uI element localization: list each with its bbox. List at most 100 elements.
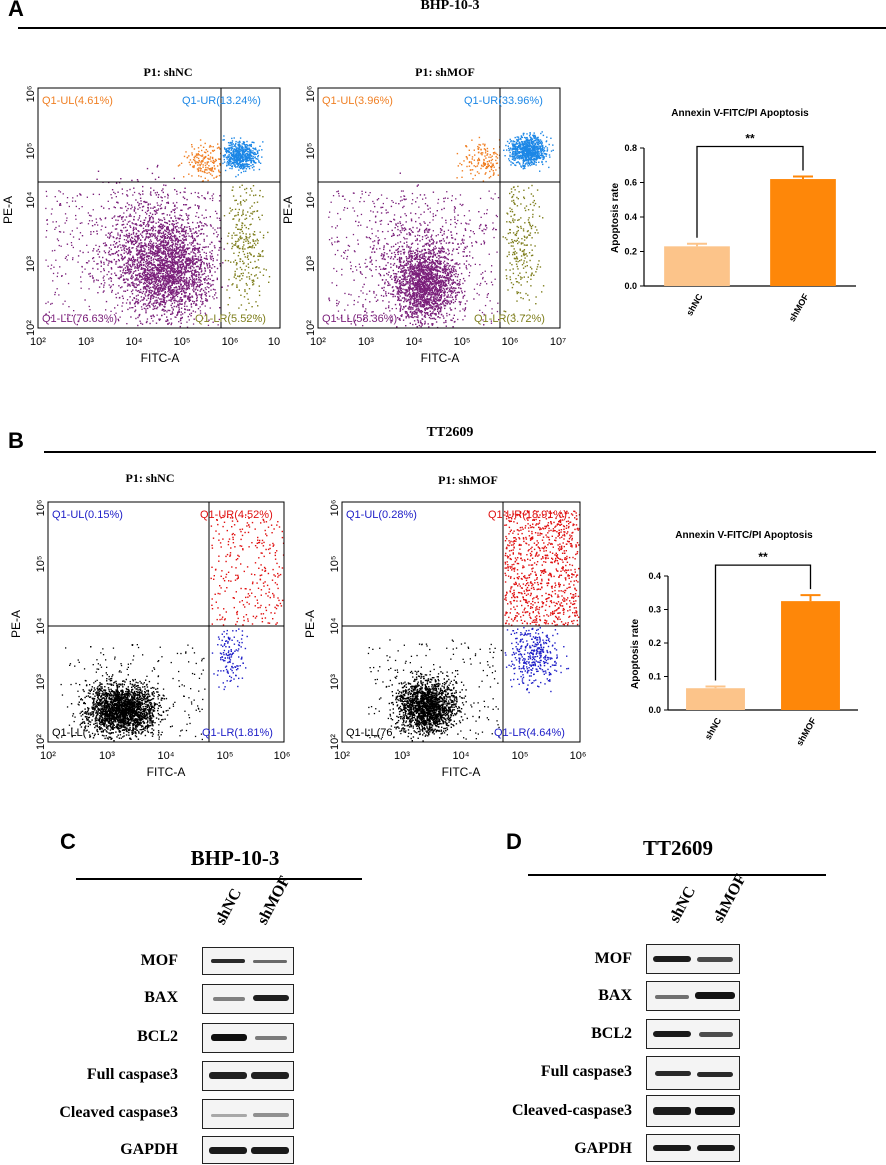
blot-band [653,1031,691,1037]
y-tick-label: 0.2 [624,247,637,257]
flow-a1-ytick: 10³ [25,256,37,272]
flow-b2-ytick: 10² [329,734,341,750]
flow-b2-xtick: 10² [334,750,350,762]
y-tick-label: 0.2 [648,638,661,648]
flow-a2-lr: Q1-LR(3.72%) [474,313,545,325]
flow-b2-plot: Q1-UL(0.28%) Q1-UR(18.91%) Q1-LL(76 Q1-L… [303,500,587,779]
significance-bracket [714,564,812,681]
panel-letter-a: A [8,0,24,21]
flow-a1-ul: Q1-UL(4.61%) [42,95,113,107]
flow-b2-lr: Q1-LR(4.64%) [494,727,565,739]
western-d-blot [646,1056,740,1090]
western-d-row-label: Full caspase3 [540,1063,632,1080]
blot-band [695,992,735,999]
section-a-title: BHP-10-3 [420,0,480,13]
x-tick-label: shNC [684,292,705,318]
blot-band [211,1114,247,1117]
blot-band [209,1072,247,1079]
blot-band [699,1032,733,1037]
flow-a1-xtick: 10⁴ [126,336,143,348]
flow-b1-ytick: 10³ [35,674,47,690]
western-d-title: TT2609 [642,836,713,860]
flow-a2-xlabel: FITC-A [421,351,460,365]
western-c-blot [202,984,294,1014]
section-b-title: TT2609 [426,425,474,440]
flow-a1-xtick: 10² [30,336,46,348]
western-c-blot [202,1023,294,1053]
flow-b1-lr: Q1-LR(1.81%) [202,727,273,739]
flow-a2-plot: Q1-UL(3.96%) Q1-UR(33.96%) Q1-LL(58.36%)… [281,86,566,365]
significance-label: ** [758,550,768,564]
western-c-lane-label: shNC [212,885,246,928]
flow-a1-xtick: 10⁵ [174,336,191,348]
bar-b-ylabel: Apoptosis rate [630,619,641,689]
flow-b2-xtick: 10⁴ [453,750,470,762]
flow-a1-ur: Q1-UR(13.24%) [182,95,261,107]
flow-a2-xtick: 10⁶ [502,336,519,348]
flow-b2-ytick: 10⁴ [329,617,341,634]
blot-band [209,1147,247,1154]
flow-b2-ytick: 10⁶ [329,500,341,517]
bar-a-marks: 0.0 0.2 0.4 0.6 0.8 shNC shMOF ** [624,131,856,323]
bar-b-title: Annexin V-FITC/PI Apoptosis [675,530,813,541]
flow-b1-frame [47,501,285,743]
flow-a1-xtick: 10³ [78,336,94,348]
y-tick-label: 0.4 [648,571,661,581]
flow-b1-ytick: 10⁴ [35,617,47,634]
bar-chart-a: Annexin V-FITC/PI Apoptosis Apoptosis ra… [610,108,856,323]
flow-b2-xtick: 10³ [394,750,410,762]
western-d-row-label: BAX [598,987,632,1004]
significance-bracket [696,145,804,238]
blot-band [255,1036,287,1040]
flow-b1-dots [60,514,285,742]
blot-band [697,1145,735,1151]
flow-a1-xtick: 10⁶ [222,336,239,348]
blot-band [655,995,689,999]
panel-letter-b: B [8,428,24,453]
flow-a2-xtick: 10⁷ [550,336,566,348]
y-tick-label: 0.0 [624,281,637,291]
flow-a2-xtick: 10⁵ [454,336,471,348]
blot-band [213,997,245,1001]
blot-band [251,1072,289,1079]
flow-b1-plot: Q1-UL(0.15%) Q1-UR(4.52%) Q1-LL( Q1-LR(1… [9,500,290,779]
flow-b1-ytick: 10⁵ [35,556,47,573]
flow-b2-xtick: 10⁶ [570,750,587,762]
flow-a1-xtick: 10 [268,336,280,348]
blot-band [253,995,289,1001]
y-tick-label: 0.1 [648,672,661,682]
western-d-lane-label: shNC [666,883,700,926]
section-a-rule [18,27,886,29]
section-b-rule [44,451,876,453]
flow-b1-ll: Q1-LL( [52,727,87,739]
flow-a1-title: P1: shNC [143,65,193,79]
panel-letter-c: C [60,829,76,854]
flow-a2-ul: Q1-UL(3.96%) [322,95,393,107]
blot-band [253,1113,289,1117]
flow-a1-ylabel: PE-A [1,196,15,224]
western-c-title: BHP-10-3 [190,846,280,870]
significance-label: ** [745,131,755,145]
x-tick-label: shMOF [787,292,811,324]
blot-band [697,957,733,962]
blot-band [697,1072,733,1077]
y-tick-label: 0.4 [624,212,637,222]
flow-b1-ul: Q1-UL(0.15%) [52,509,123,521]
flow-b1-xtick: 10² [40,750,56,762]
flow-b1-xtick: 10⁵ [217,750,234,762]
flow-b1-title: P1: shNC [125,471,175,485]
flow-b2-ll: Q1-LL(76 [346,727,392,739]
flow-b1-ytick: 10⁶ [35,500,47,517]
flow-b2-frame [341,501,581,743]
y-tick-label: 0.6 [624,178,637,188]
western-d-blot [646,1019,740,1049]
y-tick-label: 0.8 [624,143,637,153]
western-c-blot [202,1099,294,1129]
flow-b1-ytick: 10² [35,734,47,750]
western-c-lane-label: shMOF [254,873,294,928]
western-c-rule [76,878,362,880]
flow-a2-ur: Q1-UR(33.96%) [464,95,543,107]
flow-a1-ytick: 10⁶ [25,86,37,103]
flow-a2-ytick: 10⁴ [305,191,317,208]
flow-a2-xtick: 10² [310,336,326,348]
